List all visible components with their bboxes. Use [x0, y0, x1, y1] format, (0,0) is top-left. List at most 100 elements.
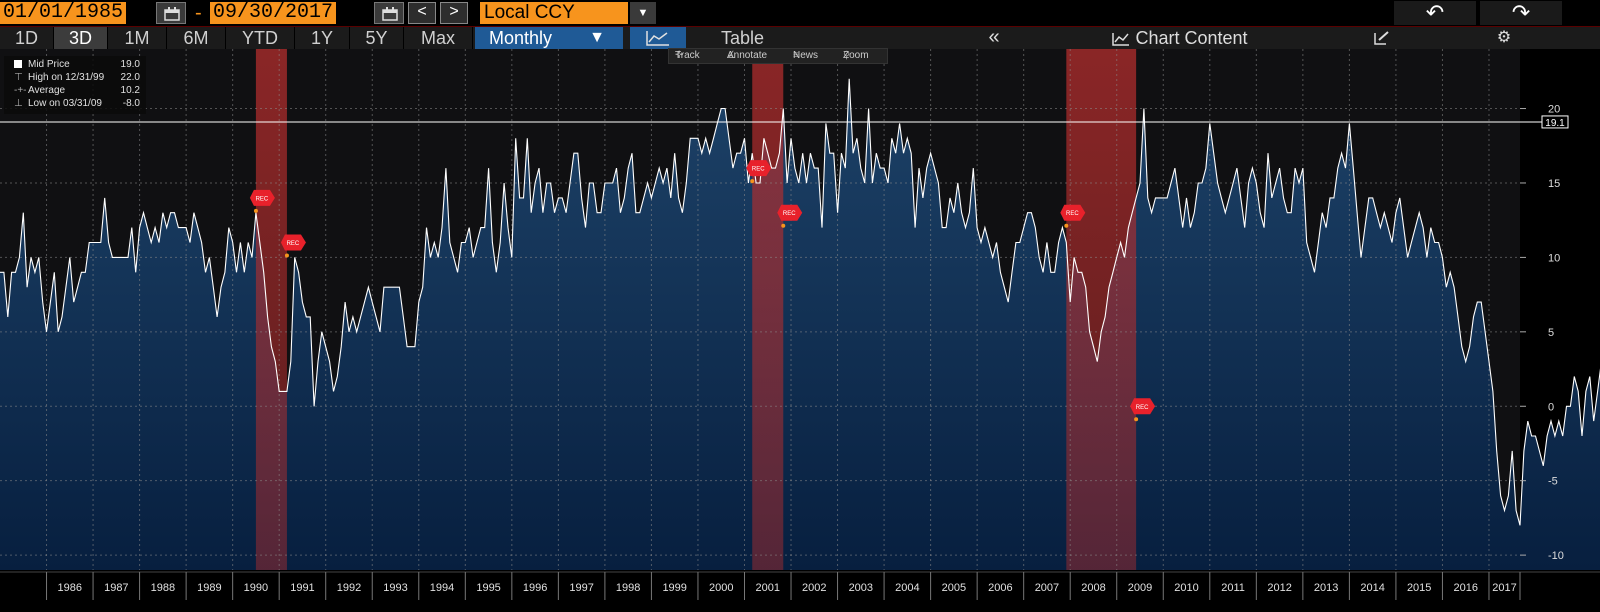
x-tick-label: 2006 — [988, 582, 1012, 594]
rec-marker-point — [1064, 223, 1069, 228]
gear-icon: ⚙ — [1496, 29, 1512, 46]
y-tick-label: 10 — [1548, 252, 1560, 264]
price-chart[interactable]: 19.1 -10 -5 0 5 10 15 20 REC REC REC REC REC REC 1986 1… — [0, 49, 1600, 612]
redo-arrow-icon: ↷ — [1511, 0, 1531, 25]
legend-average-value: 10.2 — [120, 85, 140, 96]
low-marker-icon: ⊥ — [14, 98, 23, 109]
x-axis-panel — [0, 572, 1600, 600]
tab-6m[interactable]: 6M — [167, 27, 226, 49]
rec-marker-shape — [249, 189, 275, 206]
tab-1y[interactable]: 1Y — [295, 27, 350, 49]
last-value-label: 19.1 — [1545, 118, 1565, 129]
edit-pencil-icon — [1374, 31, 1389, 45]
x-tick-label: 1997 — [569, 582, 593, 594]
y-tick-label: 5 — [1548, 327, 1554, 339]
table-view-button[interactable]: Table — [720, 28, 765, 48]
settings-button[interactable]: ⚙ — [1444, 27, 1564, 49]
edit-chart-button[interactable] — [1324, 27, 1440, 49]
frequency-label: Monthly — [489, 28, 553, 48]
start-date-field[interactable]: 01/01/1985 — [0, 2, 127, 24]
chart-tools-bar: ✛ Track ∠ Annotate ≡ News ⚲ Zoom — [668, 48, 888, 64]
undo-arrow-icon: ↶ — [1425, 0, 1445, 25]
x-tick-label: 2013 — [1314, 582, 1338, 594]
x-tick-label: 2011 — [1221, 582, 1245, 594]
x-tick-label: 2007 — [1035, 582, 1059, 594]
start-calendar-button[interactable] — [156, 2, 186, 24]
chart-content-label: Chart Content — [1135, 28, 1248, 48]
zoom-label: Zoom — [843, 50, 869, 61]
high-marker-icon: ⊤ — [14, 72, 23, 83]
y-tick-label: 15 — [1548, 178, 1560, 190]
chart-content-button[interactable]: Chart Content — [1040, 27, 1320, 49]
legend-average-label: Average — [28, 85, 66, 96]
x-tick-label: 1988 — [151, 582, 175, 594]
chart-legend: Mid Price 19.0 ⊤ High on 12/31/99 22.0 -… — [4, 56, 146, 114]
end-date-field[interactable]: 09/30/2017 — [210, 2, 337, 24]
x-tick-label: 1995 — [476, 582, 500, 594]
magnifier-icon: ⚲ — [843, 50, 851, 61]
legend-low-row: ⊥ Low on 03/31/09 -8.0 — [4, 97, 146, 110]
triangle-down-icon: ▼ — [589, 29, 605, 46]
currency-select[interactable]: Local CCY — [480, 2, 628, 24]
recession-band-2 — [752, 49, 784, 570]
prev-period-button[interactable]: < — [408, 2, 436, 24]
next-period-button[interactable]: > — [440, 2, 468, 24]
currency-dropdown-button[interactable]: ▼ — [630, 2, 656, 24]
recession-band-3 — [1066, 49, 1137, 570]
rec-marker-3[interactable]: REC — [746, 160, 772, 184]
x-tick-label: 2016 — [1453, 582, 1477, 594]
rec-marker-label: REC — [256, 196, 269, 202]
frequency-select[interactable]: Monthly ▼ — [475, 27, 623, 49]
tab-1m[interactable]: 1M — [108, 27, 167, 49]
tab-1d[interactable]: 1D — [0, 27, 54, 49]
rec-marker-label: REC — [1136, 405, 1149, 411]
x-tick-label: 2015 — [1407, 582, 1431, 594]
chart-view-button[interactable] — [630, 27, 686, 49]
rec-marker-label: REC — [287, 241, 300, 247]
legend-average-row: -+- Average 10.2 — [4, 84, 146, 97]
x-tick-label: 1991 — [290, 582, 314, 594]
x-tick-label: 1994 — [430, 582, 454, 594]
rec-marker-point — [1134, 417, 1139, 422]
news-icon: ≡ — [793, 50, 799, 61]
tab-max[interactable]: Max — [404, 27, 473, 49]
series-color-swatch — [14, 60, 22, 68]
rec-marker-label: REC — [1066, 211, 1079, 217]
series-area — [0, 78, 1600, 570]
annotate-label: Annotate — [727, 50, 768, 61]
undo-button[interactable]: ↶ — [1394, 1, 1476, 25]
redo-button[interactable]: ↷ — [1480, 1, 1562, 25]
tab-3d[interactable]: 3D — [54, 27, 108, 49]
x-tick-label: 2001 — [756, 582, 780, 594]
recession-band-1 — [255, 49, 287, 570]
tab-5y[interactable]: 5Y — [350, 27, 404, 49]
legend-high-value: 22.0 — [120, 72, 140, 83]
legend-high-label: High on 12/31/99 — [28, 72, 105, 83]
rec-marker-5[interactable]: REC — [1060, 204, 1086, 228]
x-tick-label: 1986 — [58, 582, 82, 594]
x-tick-label: 1993 — [383, 582, 407, 594]
rec-marker-6[interactable]: REC — [1130, 398, 1156, 422]
last-value-badge — [1541, 115, 1569, 129]
rec-marker-shape — [777, 204, 803, 221]
chart-content-icon — [1112, 33, 1130, 46]
rec-marker-2[interactable]: REC — [280, 234, 306, 258]
x-tick-label: 2008 — [1081, 582, 1105, 594]
top-toolbar: 01/01/1985 - 09/30/2017 < > Local CCY ▼ … — [0, 0, 1600, 27]
x-tick-label: 1990 — [244, 582, 268, 594]
legend-mid-label: Mid Price — [28, 59, 70, 70]
x-tick-label: 1989 — [197, 582, 221, 594]
x-tick-label: 2014 — [1360, 582, 1384, 594]
rec-marker-label: REC — [752, 167, 765, 173]
end-calendar-button[interactable] — [374, 2, 404, 24]
rec-marker-label: REC — [783, 211, 796, 217]
tab-ytd[interactable]: YTD — [226, 27, 295, 49]
rec-marker-4[interactable]: REC — [777, 204, 803, 228]
series-line — [0, 78, 1600, 526]
rec-marker-point — [253, 208, 258, 213]
y-tick-label: -5 — [1548, 476, 1558, 488]
track-label: Track — [675, 50, 700, 61]
collapse-panel-button[interactable]: « — [952, 27, 1036, 49]
rec-marker-1[interactable]: REC — [249, 189, 275, 213]
rec-marker-shape — [746, 160, 772, 177]
